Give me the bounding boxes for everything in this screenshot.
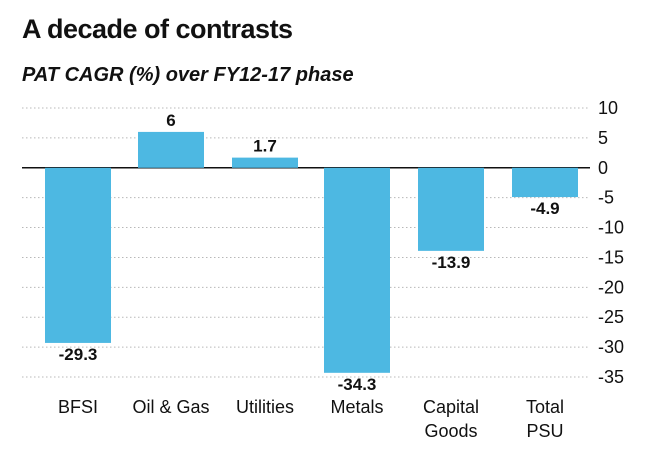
- bar: [232, 157, 298, 168]
- bar: [324, 167, 390, 373]
- bar: [138, 131, 204, 168]
- data-label: -34.3: [338, 375, 377, 394]
- chart-subtitle: PAT CAGR (%) over FY12-17 phase: [22, 64, 354, 86]
- bar: [512, 167, 578, 198]
- data-label: -29.3: [59, 345, 98, 364]
- y-tick-label: -35: [598, 367, 624, 387]
- bar: [418, 167, 484, 251]
- category-label: Utilities: [236, 397, 294, 417]
- category-label: Oil & Gas: [132, 397, 209, 417]
- y-tick-label: 0: [598, 158, 608, 178]
- y-tick-label: -5: [598, 188, 614, 208]
- category-label: Total PSU: [526, 397, 564, 441]
- category-label: BFSI: [58, 397, 98, 417]
- data-label: -13.9: [432, 253, 471, 272]
- y-tick-label: 10: [598, 98, 618, 118]
- chart-title: A decade of contrasts: [22, 14, 293, 44]
- data-label: -4.9: [530, 199, 559, 218]
- bar: [45, 167, 111, 343]
- category-label: Metals: [330, 397, 383, 417]
- y-tick-label: -30: [598, 337, 624, 357]
- y-tick-label: -10: [598, 218, 624, 238]
- data-label: 1.7: [253, 137, 277, 156]
- y-tick-label: 5: [598, 128, 608, 148]
- data-label: 6: [166, 111, 175, 130]
- y-tick-label: -15: [598, 247, 624, 267]
- y-tick-label: -25: [598, 307, 624, 327]
- y-tick-label: -20: [598, 277, 624, 297]
- category-label: Capital Goods: [423, 397, 479, 441]
